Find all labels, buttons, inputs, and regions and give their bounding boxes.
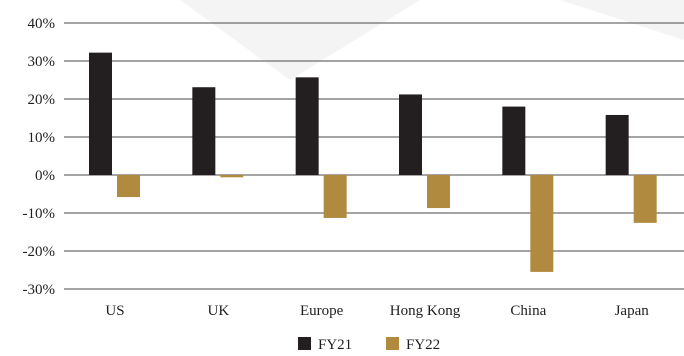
bar-fy21-china [502,106,526,175]
watermark-shape [180,0,684,80]
bar-fy21-us [89,52,112,175]
bar-fy22-hong-kong [427,175,450,209]
x-category-label: Japan [615,303,650,319]
bar-fy21-hong-kong [399,94,422,175]
legend-swatch-fy21 [298,337,311,350]
legend-swatch-fy22 [386,337,399,350]
y-tick-label: 10% [28,130,56,146]
y-tick-label: 20% [28,92,56,108]
x-category-label: Hong Kong [390,303,461,319]
legend: FY21 FY22 [298,337,440,353]
x-category-label: China [510,303,546,319]
y-tick-label: -20% [23,244,56,260]
y-tick-label: 30% [28,54,56,70]
bar-fy21-europe [295,77,319,175]
bars [89,52,657,272]
legend-label-fy22: FY22 [406,337,440,351]
bar-fy22-china [530,175,554,272]
bar-fy22-uk [220,175,244,178]
y-tick-label: -10% [23,206,56,222]
y-tick-label: 40% [28,16,56,32]
y-tick-label: -30% [23,282,56,298]
bar-fy22-us [117,175,140,198]
x-category-label: US [105,303,124,319]
bar-fy21-uk [192,87,216,175]
x-category-label: Europe [300,303,344,319]
y-tick-label: 0% [35,168,55,184]
bar-fy22-europe [323,175,347,218]
x-category-label: UK [207,303,229,319]
bar-fy22-japan [633,175,657,223]
legend-label-fy21: FY21 [318,337,352,351]
bar-fy21-japan [605,114,629,175]
gridlines [64,22,684,290]
axis-labels: 40% 30% 20% 10% 0% -10% -20% -30% US UK Europe Hong… [23,16,650,319]
